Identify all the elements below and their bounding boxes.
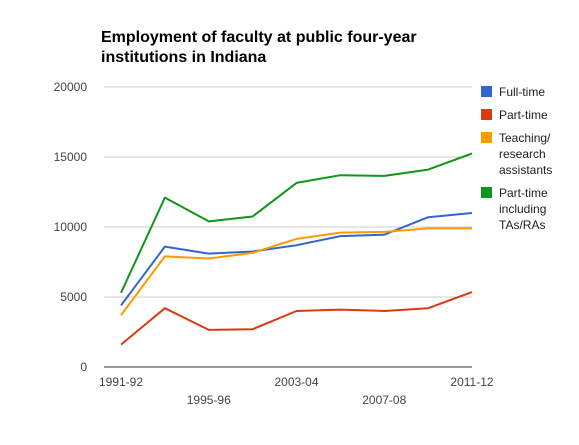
legend-label: Part-time xyxy=(499,108,548,122)
series-line xyxy=(120,291,473,346)
legend-label: Full-time xyxy=(499,85,546,99)
legend-swatch xyxy=(481,132,492,143)
legend-swatch xyxy=(481,109,492,120)
legend-swatch xyxy=(481,86,492,97)
x-tick-label: 1991-92 xyxy=(99,375,143,389)
legend-item: Full-time xyxy=(481,84,579,100)
legend-item: Part-time including TAs/RAs xyxy=(481,185,579,233)
chart-legend: Full-time Part-time Teaching/ research ass… xyxy=(481,84,579,240)
chart-title: Employment of faculty at public four-yea… xyxy=(101,29,417,66)
legend-item: Part-time xyxy=(481,107,579,123)
y-tick-label: 15000 xyxy=(54,150,88,164)
x-tick-label: 2011-12 xyxy=(450,375,493,389)
y-tick-label: 5000 xyxy=(60,290,87,304)
x-tick-label: 2007-08 xyxy=(362,393,406,407)
y-tick-label: 0 xyxy=(80,360,87,374)
x-tick-label: 1995-96 xyxy=(187,393,231,407)
series-line xyxy=(120,212,473,306)
x-tick-label: 2003-04 xyxy=(274,375,318,389)
legend-item: Teaching/ research assistants xyxy=(481,130,579,178)
y-tick-label: 20000 xyxy=(54,80,88,94)
legend-label: Teaching/ research assistants xyxy=(499,131,553,177)
series-line xyxy=(120,227,472,316)
legend-label: Part-time including TAs/RAs xyxy=(499,186,548,232)
y-tick-label: 10000 xyxy=(54,220,88,234)
legend-swatch xyxy=(481,187,492,198)
series-line xyxy=(120,152,473,294)
